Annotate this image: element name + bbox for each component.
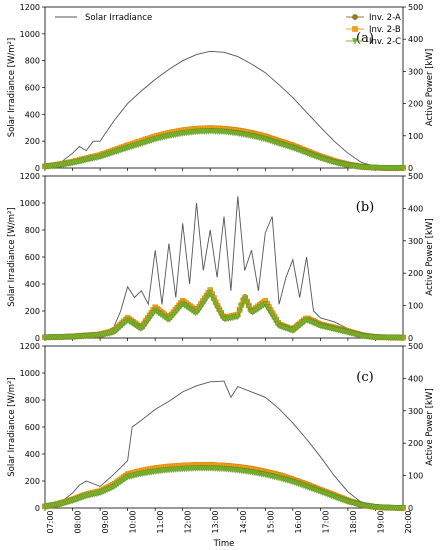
- series-marker-3: [244, 299, 250, 307]
- left-tick-label: 800: [25, 396, 40, 405]
- left-tick-label: 200: [25, 477, 40, 486]
- series-marker-3: [234, 313, 241, 321]
- left-tick-label: 400: [25, 450, 40, 459]
- right-tick-label: 100: [408, 472, 423, 481]
- panel-label: (a): [356, 31, 374, 46]
- left-tick-label: 200: [25, 137, 40, 146]
- left-tick-label: 0: [35, 334, 40, 343]
- series-marker-3: [214, 305, 221, 312]
- left-tick-label: 600: [25, 423, 40, 432]
- right-tick-label: 0: [408, 334, 413, 343]
- series-marker-3: [216, 308, 223, 315]
- chart-panel-3: 0 200 400 600 800 1000 1200 0 100 200 300 400 500 07:…: [7, 342, 435, 534]
- x-axis-label: Time: [213, 539, 235, 549]
- series-marker-3: [400, 505, 406, 512]
- x-tick-label: 16:00: [294, 510, 303, 533]
- right-tick-label: 200: [408, 100, 423, 109]
- left-tick-label: 600: [25, 253, 40, 262]
- right-tick-label: 100: [408, 132, 423, 141]
- left-tick-label: 1000: [20, 369, 40, 378]
- plot-frame: [44, 345, 404, 509]
- legend-series-marker: [352, 38, 358, 45]
- series-marker-3: [236, 308, 243, 315]
- x-tick-label: 08:00: [74, 510, 83, 533]
- solar-irradiance-line: [44, 380, 404, 509]
- plot-frame: [44, 175, 404, 339]
- left-tick-label: 0: [35, 504, 40, 513]
- solar-irradiance-line: [44, 50, 404, 169]
- x-tick-label: 18:00: [349, 510, 358, 533]
- right-tick-label: 400: [408, 374, 423, 383]
- left-axis-label: Solar Irradiance [W/m²]: [7, 207, 17, 306]
- x-tick-label: 12:00: [184, 510, 193, 533]
- left-tick-label: 1200: [20, 342, 40, 351]
- panel-label: (c): [356, 370, 373, 385]
- x-tick-label: 17:00: [321, 510, 330, 533]
- right-tick-label: 400: [408, 204, 423, 213]
- x-tick-label: 10:00: [129, 510, 138, 533]
- left-tick-label: 1200: [20, 3, 40, 12]
- right-axis-label: Active Power [kW]: [425, 218, 435, 295]
- right-tick-label: 300: [408, 67, 423, 76]
- left-axis-label: Solar Irradiance [W/m²]: [7, 377, 17, 476]
- x-tick-label: 14:00: [239, 510, 248, 533]
- x-tick-label: 20:00: [404, 510, 413, 533]
- x-tick-label: 07:00: [46, 510, 55, 533]
- right-tick-label: 400: [408, 35, 423, 44]
- chart-panel-2: 0 200 400 600 800 1000 1200 0 100 200 300 400 500 Sol…: [7, 172, 435, 343]
- right-tick-label: 300: [408, 407, 423, 416]
- legend-series-label: Inv. 2-B: [369, 25, 401, 35]
- panel-label: (b): [356, 200, 374, 215]
- x-tick-label: 11:00: [156, 510, 165, 533]
- left-tick-label: 400: [25, 110, 40, 119]
- right-axis-label: Active Power [kW]: [425, 388, 435, 465]
- legend-series-marker: [352, 26, 358, 32]
- right-tick-label: 500: [408, 172, 423, 181]
- right-tick-label: 200: [408, 269, 423, 278]
- x-tick-label: 15:00: [266, 510, 275, 533]
- right-tick-label: 0: [408, 164, 413, 173]
- right-axis-label: Active Power [kW]: [425, 49, 435, 126]
- left-tick-label: 1200: [20, 172, 40, 181]
- plot-frame: [44, 6, 404, 169]
- series-marker-3: [238, 303, 245, 310]
- chart-panel-1: 0 200 400 600 800 1000 1200 0 100 200 300 400 500 Sol…: [7, 3, 435, 173]
- left-axis-label: Solar Irradiance [W/m²]: [7, 38, 17, 137]
- left-tick-label: 800: [25, 57, 40, 66]
- legend-series-marker: [352, 14, 358, 20]
- series-marker-3: [211, 297, 217, 304]
- legend-series-label: Inv. 2-C: [369, 37, 401, 47]
- series-marker-3: [245, 303, 252, 311]
- right-tick-label: 100: [408, 302, 423, 311]
- left-tick-label: 400: [25, 280, 40, 289]
- x-tick-label: 19:00: [376, 510, 385, 533]
- left-tick-label: 200: [25, 307, 40, 316]
- x-tick-label: 13:00: [211, 510, 220, 533]
- right-tick-label: 500: [408, 342, 423, 351]
- series-marker-3: [212, 301, 219, 308]
- x-tick-label: 09:00: [101, 510, 110, 533]
- series-marker-3: [400, 165, 406, 172]
- legend-irradiance-label: Solar Irradiance: [85, 13, 152, 23]
- right-tick-label: 300: [408, 237, 423, 246]
- left-tick-label: 0: [35, 164, 40, 173]
- series-marker-3: [207, 289, 214, 297]
- right-tick-label: 200: [408, 439, 423, 448]
- legend-series-label: Inv. 2-A: [369, 13, 401, 23]
- solar-irradiance-line: [44, 196, 404, 339]
- left-tick-label: 800: [25, 226, 40, 235]
- left-tick-label: 600: [25, 84, 40, 93]
- left-tick-label: 1000: [20, 30, 40, 39]
- right-tick-label: 500: [408, 3, 423, 12]
- left-tick-label: 1000: [20, 199, 40, 208]
- series-marker-3: [242, 295, 248, 302]
- right-tick-label: 0: [408, 504, 413, 513]
- series-marker-3: [400, 334, 406, 342]
- series-marker-3: [209, 293, 215, 300]
- series-marker-3: [218, 311, 225, 318]
